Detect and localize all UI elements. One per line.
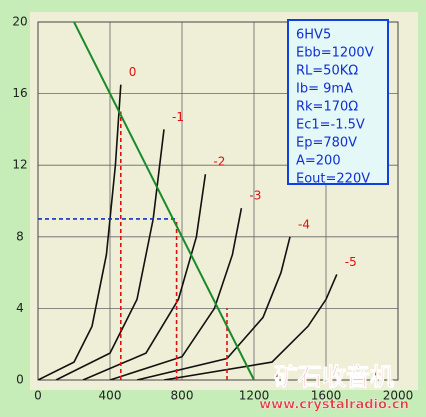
- curve: [109, 208, 243, 380]
- info-line: 6HV5: [296, 28, 331, 43]
- y-tick-label: 16: [12, 86, 27, 100]
- info-line: A=200: [296, 154, 341, 169]
- curve-label: -5: [345, 255, 357, 269]
- curve: [38, 84, 122, 380]
- x-tick-label: 400: [99, 389, 122, 403]
- watermark-url: www.crystalradio.cn: [259, 398, 409, 413]
- curve-label: -1: [172, 110, 184, 124]
- info-box: [287, 19, 389, 185]
- y-tick-label: 12: [12, 158, 27, 172]
- curve: [163, 274, 338, 380]
- info-line: Ib= 9mA: [296, 82, 353, 97]
- x-tick-label: 2000: [383, 389, 414, 403]
- x-tick-label: 1200: [239, 389, 270, 403]
- curve: [55, 129, 165, 380]
- y-tick-label: 20: [12, 15, 27, 29]
- load-line: [72, 22, 255, 380]
- plot-frame: [37, 21, 399, 381]
- info-line: Ec1=-1.5V: [296, 118, 365, 133]
- watermark-title: 矿石收音机: [274, 363, 394, 391]
- y-tick-label: 8: [16, 229, 24, 243]
- curve: [136, 236, 291, 380]
- curve-label: -4: [298, 217, 310, 231]
- plot-area: [38, 22, 338, 380]
- info-line: Rk=170Ω: [296, 100, 358, 115]
- info-line: RL=50KΩ: [296, 64, 358, 79]
- info-line: Ebb=1200V: [296, 46, 374, 61]
- curve: [82, 174, 207, 380]
- y-tick-label: 0: [16, 373, 24, 387]
- curve-label: -2: [213, 155, 225, 169]
- info-line: Ep=780V: [296, 136, 357, 151]
- y-tick-label: 4: [16, 301, 24, 315]
- x-tick-label: 800: [171, 389, 194, 403]
- curve-label: 0: [129, 65, 137, 79]
- info-line: Eout=220V: [296, 172, 370, 187]
- curve-label: -3: [249, 189, 261, 203]
- x-tick-label: 1600: [311, 389, 342, 403]
- x-tick-label: 0: [34, 389, 42, 403]
